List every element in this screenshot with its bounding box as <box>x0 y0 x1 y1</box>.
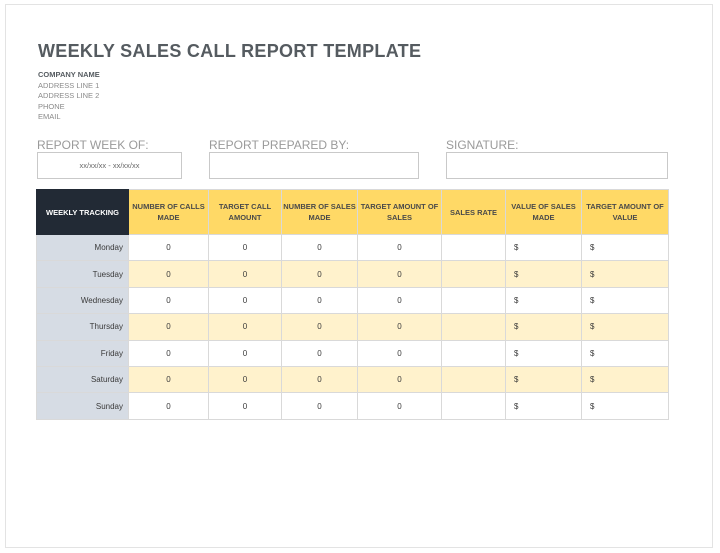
day-label: Wednesday <box>36 286 129 315</box>
calls-cell[interactable]: 0 <box>128 260 209 288</box>
table-row: Monday 0 0 0 0 $ $ <box>36 233 669 262</box>
report-week-field[interactable]: xx/xx/xx - xx/xx/xx <box>37 152 182 179</box>
target-sales-cell[interactable]: 0 <box>357 286 442 315</box>
table-row: Tuesday 0 0 0 0 $ $ <box>36 260 669 288</box>
rate-cell[interactable] <box>441 365 506 394</box>
table-row: Saturday 0 0 0 0 $ $ <box>36 365 669 394</box>
value-cell[interactable]: $ <box>505 313 582 341</box>
target-calls-cell[interactable]: 0 <box>208 233 282 262</box>
rate-cell[interactable] <box>441 233 506 262</box>
table-header-row: WEEKLY TRACKING NUMBER OF CALLS MADE TAR… <box>36 189 669 235</box>
company-info: COMPANY NAME ADDRESS LINE 1 ADDRESS LINE… <box>38 70 100 123</box>
day-label: Monday <box>36 233 129 262</box>
day-label: Tuesday <box>36 260 129 288</box>
email: EMAIL <box>38 112 61 121</box>
target-value-cell[interactable]: $ <box>581 233 669 262</box>
header-weekly-tracking: WEEKLY TRACKING <box>36 189 129 235</box>
target-value-cell[interactable]: $ <box>581 339 669 367</box>
target-calls-cell[interactable]: 0 <box>208 365 282 394</box>
target-sales-cell[interactable]: 0 <box>357 339 442 367</box>
calls-cell[interactable]: 0 <box>128 339 209 367</box>
report-week-label: REPORT WEEK OF: <box>37 138 149 152</box>
target-calls-cell[interactable]: 0 <box>208 260 282 288</box>
target-sales-cell[interactable]: 0 <box>357 260 442 288</box>
address-line-1: ADDRESS LINE 1 <box>38 80 100 90</box>
rate-cell[interactable] <box>441 313 506 341</box>
calls-cell[interactable]: 0 <box>128 392 209 420</box>
value-cell[interactable]: $ <box>505 339 582 367</box>
value-cell[interactable]: $ <box>505 260 582 288</box>
calls-cell[interactable]: 0 <box>128 313 209 341</box>
target-value-cell[interactable]: $ <box>581 365 669 394</box>
prepared-by-field[interactable] <box>209 152 419 179</box>
prepared-by-label: REPORT PREPARED BY: <box>209 138 350 152</box>
table-row: Wednesday 0 0 0 0 $ $ <box>36 286 669 315</box>
target-value-cell[interactable]: $ <box>581 392 669 420</box>
header-sales-rate: SALES RATE <box>441 189 506 235</box>
rate-cell[interactable] <box>441 339 506 367</box>
sales-cell[interactable]: 0 <box>281 365 358 394</box>
company-name: COMPANY NAME <box>38 70 100 79</box>
rate-cell[interactable] <box>441 260 506 288</box>
sales-cell[interactable]: 0 <box>281 339 358 367</box>
table-row: Friday 0 0 0 0 $ $ <box>36 339 669 367</box>
sales-cell[interactable]: 0 <box>281 313 358 341</box>
header-sales-made: NUMBER OF SALES MADE <box>281 189 358 235</box>
sales-cell[interactable]: 0 <box>281 286 358 315</box>
table-row: Sunday 0 0 0 0 $ $ <box>36 392 669 420</box>
phone: PHONE <box>38 101 65 111</box>
header-value-of-sales: VALUE OF SALES MADE <box>505 189 582 235</box>
header-target-amount-value: TARGET AMOUNT OF VALUE <box>581 189 669 235</box>
target-value-cell[interactable]: $ <box>581 260 669 288</box>
signature-label: SIGNATURE: <box>446 138 519 152</box>
target-sales-cell[interactable]: 0 <box>357 392 442 420</box>
target-value-cell[interactable]: $ <box>581 313 669 341</box>
rate-cell[interactable] <box>441 286 506 315</box>
day-label: Thursday <box>36 313 129 341</box>
value-cell[interactable]: $ <box>505 365 582 394</box>
rate-cell[interactable] <box>441 392 506 420</box>
target-sales-cell[interactable]: 0 <box>357 233 442 262</box>
target-sales-cell[interactable]: 0 <box>357 313 442 341</box>
calls-cell[interactable]: 0 <box>128 233 209 262</box>
target-calls-cell[interactable]: 0 <box>208 339 282 367</box>
address-line-2: ADDRESS LINE 2 <box>38 91 100 100</box>
weekly-tracking-table: WEEKLY TRACKING NUMBER OF CALLS MADE TAR… <box>36 189 669 420</box>
sales-cell[interactable]: 0 <box>281 392 358 420</box>
calls-cell[interactable]: 0 <box>128 286 209 315</box>
table-row: Thursday 0 0 0 0 $ $ <box>36 313 669 341</box>
header-calls-made: NUMBER OF CALLS MADE <box>128 189 209 235</box>
target-calls-cell[interactable]: 0 <box>208 392 282 420</box>
sales-cell[interactable]: 0 <box>281 233 358 262</box>
calls-cell[interactable]: 0 <box>128 365 209 394</box>
target-calls-cell[interactable]: 0 <box>208 313 282 341</box>
day-label: Saturday <box>36 365 129 394</box>
document-page: WEEKLY SALES CALL REPORT TEMPLATE COMPAN… <box>5 4 713 548</box>
page-title: WEEKLY SALES CALL REPORT TEMPLATE <box>38 41 422 61</box>
header-target-amount-sales: TARGET AMOUNT OF SALES <box>357 189 442 235</box>
sales-cell[interactable]: 0 <box>281 260 358 288</box>
header-target-call-amount: TARGET CALL AMOUNT <box>208 189 282 235</box>
value-cell[interactable]: $ <box>505 286 582 315</box>
target-value-cell[interactable]: $ <box>581 286 669 315</box>
value-cell[interactable]: $ <box>505 392 582 420</box>
target-sales-cell[interactable]: 0 <box>357 365 442 394</box>
signature-field[interactable] <box>446 152 668 179</box>
value-cell[interactable]: $ <box>505 233 582 262</box>
day-label: Friday <box>36 339 129 367</box>
day-label: Sunday <box>36 392 129 420</box>
target-calls-cell[interactable]: 0 <box>208 286 282 315</box>
